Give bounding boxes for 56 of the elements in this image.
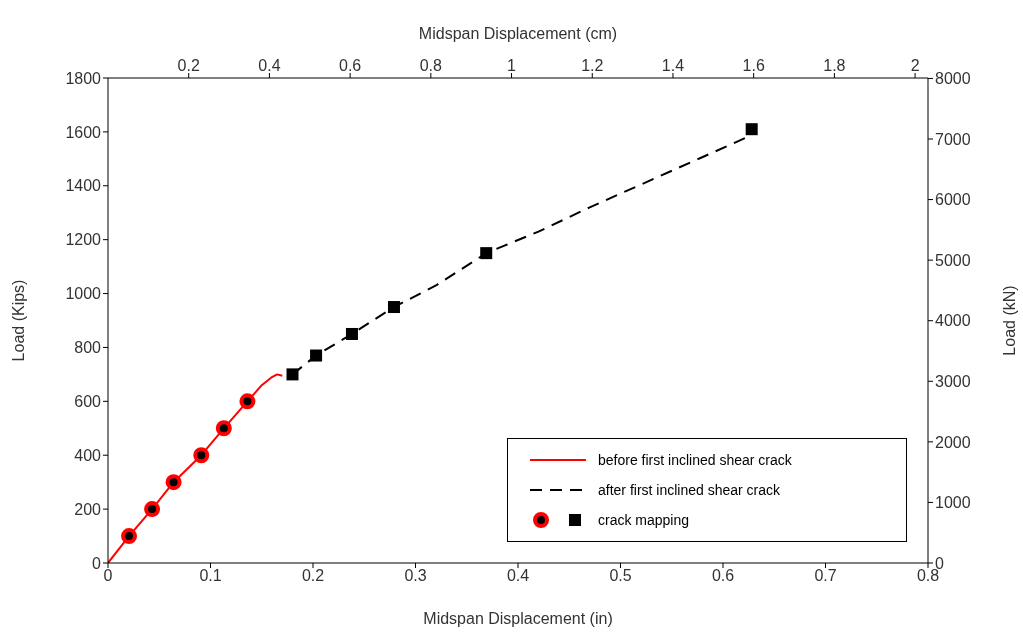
point [215,420,232,437]
x2-tick-label: 0.6 [339,57,362,74]
x2-tick-label: 1.4 [661,57,685,74]
y-tick-label: 1000 [65,285,102,303]
y2-tick-label: 1000 [935,494,971,512]
x2-tick-label: 1 [507,57,517,74]
x2-tick-label: 1.6 [742,57,765,74]
x2-tick-label: 0.2 [177,57,200,74]
x2-tick-label: 0.8 [419,57,443,74]
legend-label: after first inclined shear crack [598,482,781,498]
y-tick-label: 800 [74,339,102,357]
x-tick-label: 0.7 [814,567,837,585]
x2-tick-label: 0.4 [258,57,281,74]
y-tick-label: 1200 [65,231,102,249]
point [310,349,323,362]
x-tick-label: 0.2 [301,567,325,585]
x2-tick-label: 1.8 [823,57,846,74]
y2-tick-label: 7000 [935,130,971,148]
y2-tick-label: 2000 [935,433,971,451]
legend-label: before first inclined shear crack [598,452,792,468]
y2-tick-label: 5000 [935,251,971,269]
y-tick-label: 400 [74,446,102,464]
y-tick-label: 600 [74,393,102,411]
y2-axis-title: Load (kN) [1000,285,1018,356]
y2-tick-label: 6000 [935,191,971,209]
y-tick-label: 200 [74,500,102,518]
point [345,327,358,340]
point [165,474,182,491]
point [144,501,161,518]
point [286,368,299,381]
line-series [108,373,284,563]
point [193,447,210,464]
x-tick-label: 0.3 [404,567,427,585]
y-tick-label: 1400 [65,177,102,195]
x-tick-label: 0.5 [609,567,632,585]
point [480,247,493,260]
y-tick-label: 1600 [65,123,102,141]
y-tick-label: 0 [92,554,102,572]
x-axis-title: Midspan Displacement (in) [423,610,613,627]
x2-tick-label: 2 [910,57,920,74]
y-tick-label: 1800 [65,69,102,87]
y2-tick-label: 4000 [935,312,971,330]
x-tick-label: 0.4 [506,567,530,585]
point [745,123,758,136]
point [387,301,400,314]
y2-tick-label: 3000 [935,372,971,390]
y-axis-title: Load (Kips) [9,279,27,362]
x2-axis-title: Midspan Displacement (cm) [418,25,618,43]
x-tick-label: 0.6 [711,567,735,585]
legend-label: crack mapping [598,512,690,528]
point [239,393,256,410]
y2-tick-label: 8000 [935,70,971,88]
x-tick-label: 0.1 [199,567,222,585]
point [121,528,138,545]
x2-tick-label: 1.2 [581,57,604,74]
x-tick-label: 0 [103,567,113,585]
